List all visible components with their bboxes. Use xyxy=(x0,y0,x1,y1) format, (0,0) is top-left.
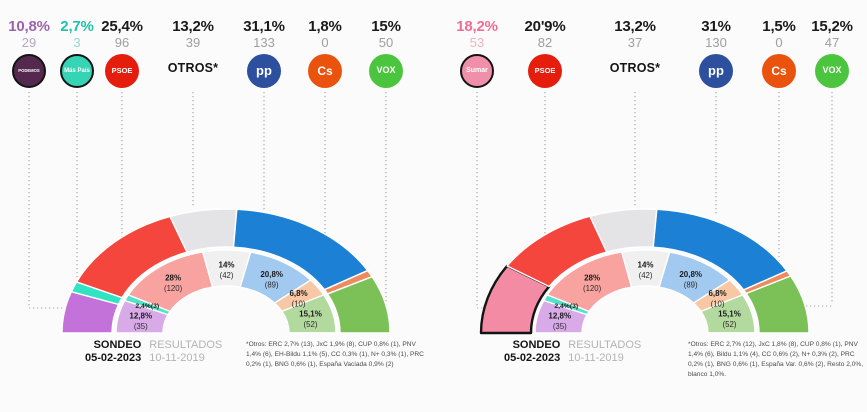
inner-label-seats-psoe: (120) xyxy=(583,284,602,293)
party-header-vox: 15,2% 47 VOX xyxy=(794,18,867,88)
legend-right: SONDEO 05-02-2023 RESULTADOS 10-11-2019 xyxy=(504,339,641,365)
party-header-vox: 15% 50 VOX xyxy=(348,18,424,88)
party-header-cs: 1,8% 0 Cs xyxy=(287,18,363,88)
party-seats: 47 xyxy=(824,35,840,50)
party-seats: 39 xyxy=(185,35,201,50)
inner-label-seats-vox: (52) xyxy=(304,320,318,329)
party-seats: 96 xyxy=(114,35,130,50)
resultados-label: RESULTADOS xyxy=(149,339,223,351)
party-logo-podemos-icon: PODEMOS xyxy=(12,54,46,88)
party-logo-mas-pais-icon: Más País xyxy=(60,54,94,88)
party-logo-otros: OTROS* xyxy=(609,61,661,75)
party-logo-vox-icon: VOX xyxy=(815,54,849,88)
inner-label-seats-podemos: (35) xyxy=(134,322,148,331)
party-seats: 82 xyxy=(537,35,553,50)
inner-label-seats-cs: (10) xyxy=(711,300,725,309)
party-header-psoe: 20'9% 82 PSOE xyxy=(507,18,583,88)
party-logo-sumar-icon: Sumar xyxy=(460,54,494,88)
party-pct: 15,2% xyxy=(811,18,853,35)
party-header-sumar: 18,2% 53 Sumar xyxy=(439,18,515,88)
party-header-pp: 31% 130 pp xyxy=(678,18,754,88)
party-header-pp: 31,1% 133 pp xyxy=(226,18,302,88)
party-pct: 13,2% xyxy=(614,18,656,35)
inner-label-seats-psoe: (120) xyxy=(164,284,183,293)
party-pct: 31% xyxy=(701,18,731,35)
party-logo-otros: OTROS* xyxy=(167,61,219,75)
sondeo-slice-vox xyxy=(745,275,810,334)
party-seats: 53 xyxy=(469,35,485,50)
party-pct: 1,5% xyxy=(762,18,796,35)
inner-label-seats-podemos: (35) xyxy=(553,322,567,331)
inner-label-podemos: 12,8% xyxy=(129,312,152,321)
party-logo-pp-icon: pp xyxy=(699,54,733,88)
resultado-slice-vox xyxy=(281,294,337,334)
inner-label-otros: 14% xyxy=(219,261,235,270)
party-seats: 29 xyxy=(21,35,37,50)
party-seats: 0 xyxy=(775,35,783,50)
party-header-mas-pais: 2,7% 3 Más País xyxy=(39,18,115,88)
sondeo-label: SONDEO xyxy=(93,339,142,351)
legend-left: SONDEO 05-02-2023 RESULTADOS 10-11-2019 xyxy=(85,339,222,365)
party-logo-psoe-icon: PSOE xyxy=(528,54,562,88)
footnote-otros-right: *Otros: ERC 2,7% (12), JxC 1,8% (8), CUP… xyxy=(688,341,864,378)
party-seats: 3 xyxy=(73,35,81,50)
party-pct: 10,8% xyxy=(8,18,50,35)
inner-label-cs: 6,8% xyxy=(708,289,726,298)
resultados-label: RESULTADOS xyxy=(568,339,642,351)
inner-label-seats-pp: (89) xyxy=(684,281,698,290)
party-header-otros: 13,2% 37 OTROS* xyxy=(597,18,673,75)
party-pct: 15% xyxy=(371,18,401,35)
inner-label-seats-pp: (89) xyxy=(265,281,279,290)
sondeo-slice-vox xyxy=(326,276,391,334)
party-logo-cs-icon: Cs xyxy=(762,54,796,88)
party-header-psoe: 25,4% 96 PSOE xyxy=(84,18,160,88)
party-logo-pp-icon: pp xyxy=(247,54,281,88)
inner-label-seats-otros: (42) xyxy=(220,271,234,280)
inner-label-vox: 15,1% xyxy=(299,309,322,318)
party-seats: 37 xyxy=(627,35,643,50)
resultados-date: 10-11-2019 xyxy=(568,352,624,364)
inner-label-cs: 6,8% xyxy=(289,289,307,298)
sondeo-date: 05-02-2023 xyxy=(504,352,561,364)
party-pct: 31,1% xyxy=(243,18,285,35)
party-logo-psoe-icon: PSOE xyxy=(105,54,139,88)
resultados-date: 10-11-2019 xyxy=(149,352,205,364)
party-pct: 25,4% xyxy=(101,18,143,35)
sondeo-label: SONDEO xyxy=(512,339,561,351)
inner-label-psoe: 28% xyxy=(165,274,181,283)
inner-label-seats-otros: (42) xyxy=(639,271,653,280)
inner-label-psoe: 28% xyxy=(584,274,600,283)
party-pct: 2,7% xyxy=(60,18,94,35)
inner-label-seats-vox: (52) xyxy=(723,320,737,329)
party-pct: 13,2% xyxy=(172,18,214,35)
inner-label-mas-pais: 2,4%(3) xyxy=(135,303,159,310)
party-seats: 50 xyxy=(378,35,394,50)
party-logo-vox-icon: VOX xyxy=(369,54,403,88)
party-pct: 1,8% xyxy=(308,18,342,35)
inner-label-podemos: 12,8% xyxy=(548,312,571,321)
inner-label-pp: 20,8% xyxy=(260,270,283,279)
party-seats: 130 xyxy=(705,35,727,50)
party-header-cs: 1,5% 0 Cs xyxy=(741,18,817,88)
inner-label-otros: 14% xyxy=(638,261,654,270)
inner-label-mas-pais: 2,4%(3) xyxy=(554,303,578,310)
party-seats: 0 xyxy=(321,35,329,50)
inner-label-pp: 20,8% xyxy=(679,270,702,279)
sondeo-date: 05-02-2023 xyxy=(85,352,142,364)
party-header-otros: 13,2% 39 OTROS* xyxy=(155,18,231,75)
inner-label-vox: 15,1% xyxy=(718,309,741,318)
party-logo-cs-icon: Cs xyxy=(308,54,342,88)
inner-label-seats-cs: (10) xyxy=(292,300,306,309)
footnote-otros-left: *Otros: ERC 2,7% (13), JxC 1,9% (8), CUP… xyxy=(246,341,424,368)
resultado-slice-vox xyxy=(700,294,756,334)
party-pct: 20'9% xyxy=(524,18,566,35)
party-header-podemos: 10,8% 29 PODEMOS xyxy=(0,18,67,88)
party-pct: 18,2% xyxy=(456,18,498,35)
party-seats: 133 xyxy=(253,35,275,50)
